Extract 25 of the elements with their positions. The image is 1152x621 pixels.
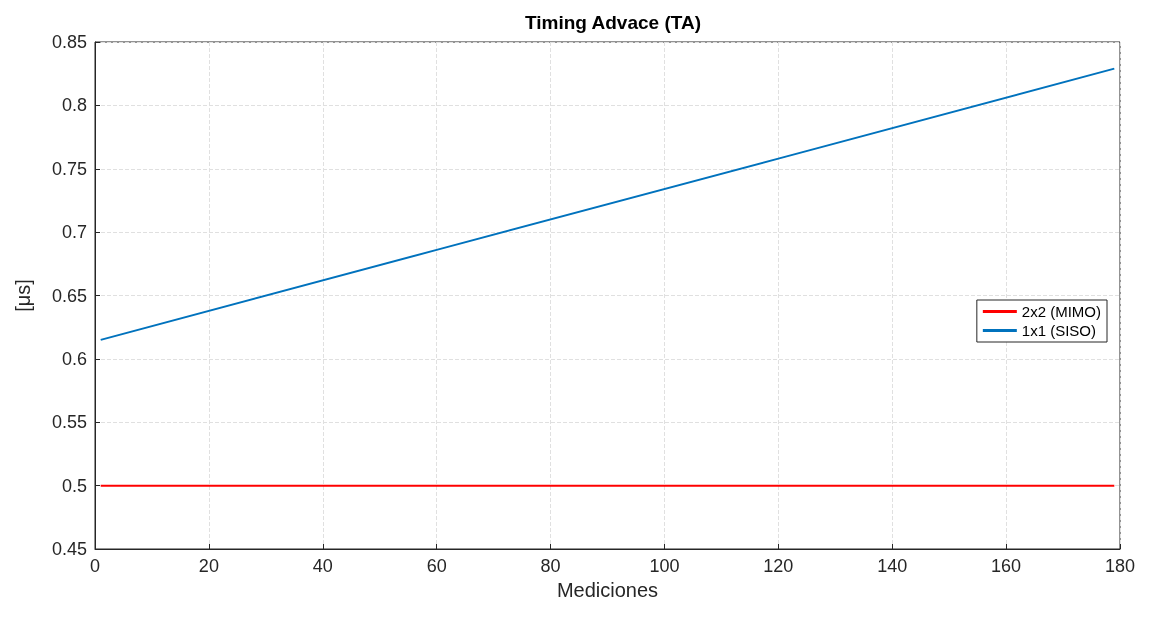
x-tick-label: 120: [763, 556, 794, 576]
y-tick-label: 0.8: [61, 95, 87, 116]
line-series: [99, 67, 1116, 341]
x-tick-label: 0: [89, 556, 101, 576]
y-tick-label: 0.85: [51, 32, 87, 52]
y-tick-label: 0.7: [61, 222, 87, 243]
legend-label: 1x1 (SISO): [1021, 322, 1097, 339]
x-tick-label: 80: [540, 556, 561, 576]
legend-label: 2x2 (MIMO): [1021, 303, 1101, 320]
x-axis-title: Mediciones: [556, 578, 659, 601]
x-tick-label: 20: [198, 556, 219, 576]
x-tick-label: 60: [426, 556, 447, 576]
y-tick-label: 0.75: [51, 158, 87, 179]
y-tick-label: 0.55: [51, 412, 87, 433]
chart-title: Timing Advace (TA): [525, 12, 701, 33]
x-tick-label: 40: [312, 556, 333, 576]
x-tick-label: 140: [877, 556, 908, 576]
y-tick-label: 0.65: [51, 285, 87, 306]
x-tick-label: 160: [991, 556, 1022, 576]
y-tick-label: 0.5: [61, 475, 87, 496]
y-axis-title: [μs]: [12, 279, 34, 312]
y-tick-label: 0.45: [51, 539, 87, 559]
y-tick-label: 0.6: [61, 348, 87, 369]
x-tick-label: 180: [1104, 556, 1136, 576]
x-tick-label: 100: [649, 556, 680, 576]
